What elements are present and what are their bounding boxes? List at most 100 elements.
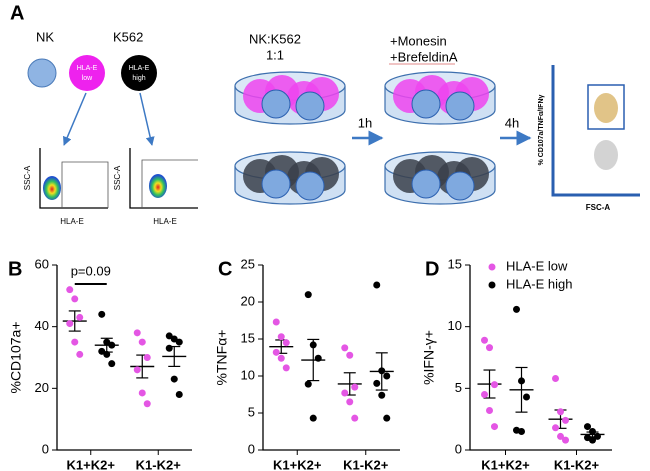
data-point	[309, 341, 317, 349]
annotation: p=0.09	[71, 263, 111, 278]
data-point	[383, 372, 391, 380]
nk-cell	[445, 171, 475, 201]
data-point	[584, 423, 591, 431]
petri-dish	[234, 71, 346, 125]
nk-cell	[261, 89, 291, 119]
k562-label: K562	[113, 29, 143, 44]
nk-cell	[295, 91, 325, 121]
data-point	[481, 336, 488, 344]
axis-label: FSC-A	[586, 203, 611, 212]
nk-cell	[411, 169, 441, 199]
axis-label: SSC-A	[113, 165, 122, 190]
nk-cell	[261, 169, 291, 199]
data-point	[138, 338, 146, 346]
nk-cell	[411, 89, 441, 119]
data-point	[304, 291, 312, 299]
data-point	[277, 354, 285, 362]
legend-marker	[488, 281, 496, 289]
data-point	[346, 351, 354, 359]
data-point	[175, 391, 183, 398]
data-point	[71, 295, 79, 303]
data-point	[170, 335, 178, 343]
data-point	[98, 347, 106, 355]
data-point	[481, 391, 488, 398]
y-tick-label: 5	[248, 404, 255, 419]
x-tick-label: K1-K2+	[554, 457, 600, 471]
data-point	[562, 416, 569, 424]
data-point	[143, 354, 151, 361]
data-point	[589, 436, 596, 444]
y-tick-label: 10	[448, 318, 462, 333]
data-point	[486, 407, 493, 415]
data-point	[491, 381, 498, 389]
mean-sem	[337, 372, 362, 396]
data-point	[373, 281, 381, 289]
k562-high-cell	[121, 55, 157, 91]
x-tick-label: K1-K2+	[343, 457, 389, 471]
x-tick-label: K1+K2+	[67, 457, 116, 471]
arrow	[139, 92, 155, 146]
data-point	[165, 332, 173, 340]
petri-dish	[384, 71, 496, 125]
data-point	[133, 329, 141, 337]
y-tick-label: 20	[241, 293, 255, 308]
treatment-label: +Monesin	[390, 33, 447, 48]
y-tick-label: 0	[42, 441, 49, 456]
data-point	[557, 432, 564, 440]
y-tick-label: 15	[241, 330, 255, 345]
y-axis-label: %IFN-γ+	[421, 330, 437, 385]
x-tick-label: K1+K2+	[273, 457, 322, 471]
ratio-label: 1:1	[266, 47, 284, 62]
data-point	[513, 305, 520, 313]
petri-dish	[384, 151, 496, 205]
data-point	[76, 350, 84, 358]
data-point	[314, 354, 322, 362]
panel-label: C	[218, 258, 232, 280]
legend-label: HLA-E high	[506, 276, 572, 291]
axis-line	[56, 265, 192, 451]
y-tick-label: 5	[455, 380, 462, 395]
arrow	[63, 92, 87, 146]
result-plot: % CD107a/TNFα/IFNγ FSC-A	[538, 65, 640, 212]
data-point	[277, 333, 285, 341]
data-point	[143, 400, 151, 408]
data-point	[282, 339, 290, 347]
data-point	[486, 344, 493, 352]
axis-label: HLA-E	[153, 217, 177, 226]
data-point	[594, 432, 601, 440]
flow-plot: SSC-A HLA-E	[23, 148, 109, 226]
data-point	[373, 379, 381, 387]
panel-label: B	[8, 258, 22, 280]
data-point	[552, 424, 559, 432]
mean-sem	[130, 354, 155, 379]
data-point	[557, 408, 564, 416]
step-label: 1h	[358, 115, 372, 130]
data-point	[138, 389, 146, 397]
data-point	[351, 414, 359, 422]
panel-label: A	[10, 2, 24, 24]
data-point	[518, 428, 525, 435]
mean-sem	[162, 345, 187, 368]
data-point	[103, 350, 111, 358]
ratio-label: NK:K562	[249, 31, 301, 46]
cell-label: HLA-E	[129, 65, 150, 72]
data-point	[66, 320, 74, 328]
nk-label: NK	[36, 29, 54, 44]
data-point	[98, 310, 106, 318]
data-point	[108, 360, 116, 368]
data-point	[518, 377, 525, 385]
y-tick-label: 0	[248, 441, 255, 456]
y-tick-label: 10	[241, 367, 255, 382]
petri-dish	[234, 151, 346, 205]
cell-label: high	[132, 75, 145, 82]
y-tick-label: 15	[448, 256, 462, 271]
legend-label: HLA-E low	[506, 258, 568, 273]
data-point	[76, 313, 84, 321]
data-point	[523, 393, 530, 401]
data-point	[589, 428, 596, 435]
data-point	[351, 383, 359, 391]
y-axis-label: %CD107a+	[8, 322, 24, 394]
axis-label: % CD107a/TNFα/IFNγ	[538, 94, 545, 165]
data-point	[309, 414, 317, 422]
